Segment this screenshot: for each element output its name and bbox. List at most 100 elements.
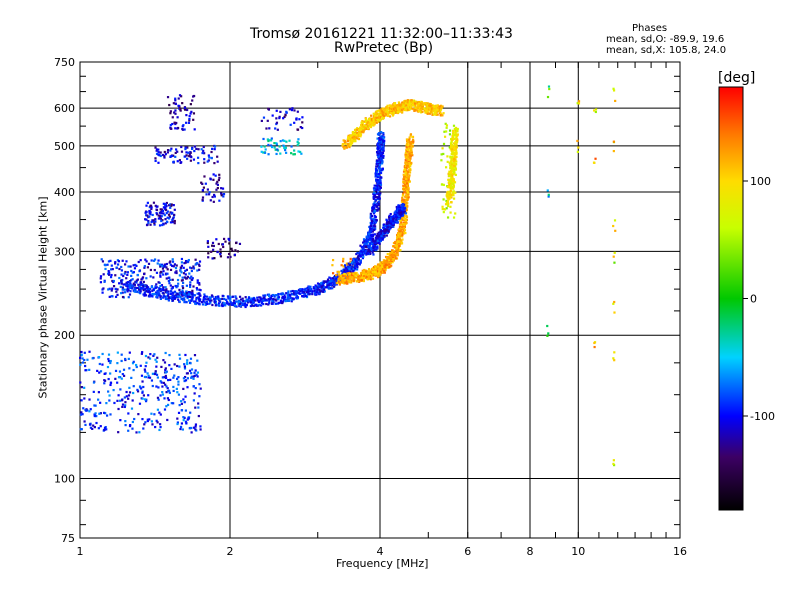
- cluster-point: [124, 270, 127, 274]
- trace-point: [408, 174, 411, 177]
- cluster-point: [97, 391, 100, 394]
- cluster-point: [114, 369, 118, 373]
- cluster-point: [448, 146, 451, 149]
- trace-point: [376, 178, 379, 181]
- cluster-point: [219, 255, 223, 258]
- trace-point: [453, 149, 456, 152]
- cluster-point: [296, 140, 299, 144]
- trace-point: [393, 257, 396, 260]
- trace-point: [287, 290, 290, 293]
- cluster-point: [119, 388, 122, 391]
- cluster-point: [159, 270, 163, 274]
- cluster-point: [198, 281, 201, 285]
- cluster-point: [446, 160, 449, 163]
- trace-point: [346, 265, 350, 268]
- cluster-point: [174, 109, 177, 112]
- trace-point: [352, 257, 356, 260]
- trace-point: [377, 156, 380, 159]
- cluster-point: [190, 278, 193, 281]
- trace-point: [352, 133, 355, 136]
- trace-point: [389, 227, 392, 230]
- trace-point: [437, 108, 441, 111]
- cluster-point: [200, 148, 203, 151]
- trace-point: [158, 294, 161, 297]
- cluster-point: [168, 391, 171, 394]
- cluster-point: [206, 188, 209, 191]
- trace-point: [340, 278, 344, 281]
- cluster-point: [185, 114, 188, 117]
- trace-point: [369, 234, 372, 237]
- cluster-point: [170, 147, 173, 150]
- trace-point: [406, 175, 409, 178]
- cluster-point: [198, 260, 202, 263]
- cluster-point: [171, 221, 174, 224]
- cluster-point: [191, 147, 194, 150]
- cluster-point: [171, 122, 174, 126]
- cluster-point: [124, 263, 127, 266]
- trace-point: [364, 118, 368, 121]
- cluster-point: [190, 426, 193, 430]
- trace-point: [399, 234, 402, 237]
- trace-point: [277, 296, 281, 299]
- trace-point: [414, 100, 417, 103]
- cluster-point: [192, 399, 195, 402]
- y-tick-label: 600: [54, 102, 75, 115]
- trace-point: [185, 291, 188, 295]
- trace-point: [230, 303, 234, 306]
- trace-point: [357, 254, 360, 257]
- trace-point: [369, 125, 373, 129]
- trace-point: [393, 251, 396, 254]
- cluster-point: [139, 259, 142, 262]
- trace-point: [372, 242, 376, 245]
- cluster-point: [180, 402, 183, 405]
- trace-point: [165, 297, 168, 301]
- cluster-point: [93, 413, 96, 416]
- trace-point: [283, 294, 286, 297]
- cluster-point: [142, 427, 145, 430]
- cluster-point: [130, 284, 133, 287]
- cluster-point: [83, 420, 86, 423]
- cluster-point: [165, 405, 168, 408]
- cluster-point: [123, 291, 127, 294]
- trace-point: [388, 224, 391, 227]
- cluster-point: [273, 142, 276, 145]
- cluster-point: [162, 212, 165, 215]
- trace-point: [344, 143, 347, 146]
- cluster-point: [133, 267, 137, 270]
- trace-point: [389, 261, 393, 264]
- trace-point: [378, 112, 381, 115]
- cluster-point: [101, 363, 104, 366]
- trace-point: [339, 274, 343, 278]
- trace-point: [295, 296, 298, 299]
- cluster-point: [148, 376, 152, 379]
- trace-point: [365, 270, 368, 273]
- cluster-point: [285, 111, 288, 114]
- trace-point: [395, 105, 398, 108]
- trace-point: [353, 132, 357, 136]
- trace-point: [313, 289, 316, 292]
- cluster-point: [193, 371, 196, 374]
- cluster-point: [169, 110, 172, 113]
- cluster-point: [221, 187, 225, 190]
- trace-point: [401, 199, 404, 202]
- cluster-point: [150, 220, 153, 224]
- trace-point: [409, 146, 412, 149]
- cluster-point: [193, 149, 196, 153]
- cluster-point: [454, 173, 457, 176]
- cluster-point: [157, 259, 160, 262]
- cluster-point: [184, 146, 187, 149]
- cluster-point: [184, 420, 188, 423]
- trace-point: [374, 220, 378, 223]
- cluster-point: [172, 160, 175, 163]
- trace-point: [346, 144, 350, 148]
- trace-point: [408, 104, 411, 107]
- trace-point: [403, 190, 406, 194]
- cluster-point: [97, 427, 100, 430]
- trace-point: [322, 282, 325, 285]
- trace-point: [402, 204, 405, 207]
- trace-point: [454, 166, 457, 169]
- trace-point: [399, 233, 402, 236]
- cluster-point: [222, 237, 226, 241]
- cluster-point: [158, 411, 161, 414]
- trace-point: [429, 104, 433, 107]
